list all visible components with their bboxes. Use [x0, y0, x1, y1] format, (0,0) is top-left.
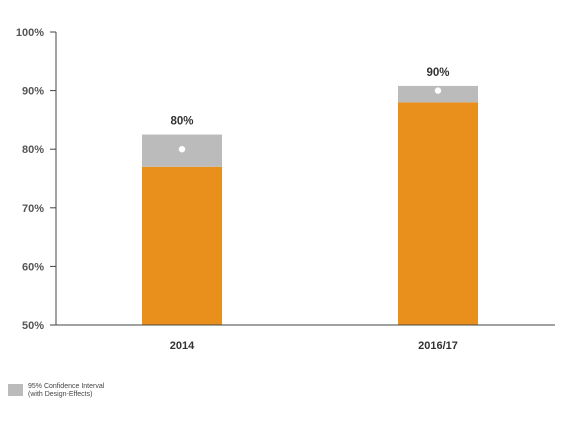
data-label-2016-17: 90% [426, 67, 449, 79]
y-tick-label-80: 80% [22, 144, 44, 156]
point-estimate-2016-17 [434, 87, 442, 94]
data-label-2014: 80% [170, 116, 193, 128]
y-tick-label-60: 60% [22, 261, 44, 273]
ci-band-2016-17 [398, 85, 478, 103]
bar-2016-17 [398, 102, 478, 325]
legend-ci-swatch [8, 384, 23, 396]
legend-ci-label: 95% Confidence Interval (with Design-Eff… [28, 383, 105, 398]
x-tick-label-2014: 2014 [170, 340, 195, 352]
y-tick-label-70: 70% [22, 203, 44, 215]
bar-2014 [142, 166, 222, 325]
point-estimate-2014 [178, 146, 186, 153]
legend: 95% Confidence Interval (with Design-Eff… [8, 383, 104, 399]
y-tick-label-90: 90% [22, 86, 44, 98]
x-tick-label-2016-17: 2016/17 [418, 340, 458, 352]
y-tick-label-50: 50% [22, 320, 44, 332]
y-tick-label-100: 100% [16, 27, 44, 39]
